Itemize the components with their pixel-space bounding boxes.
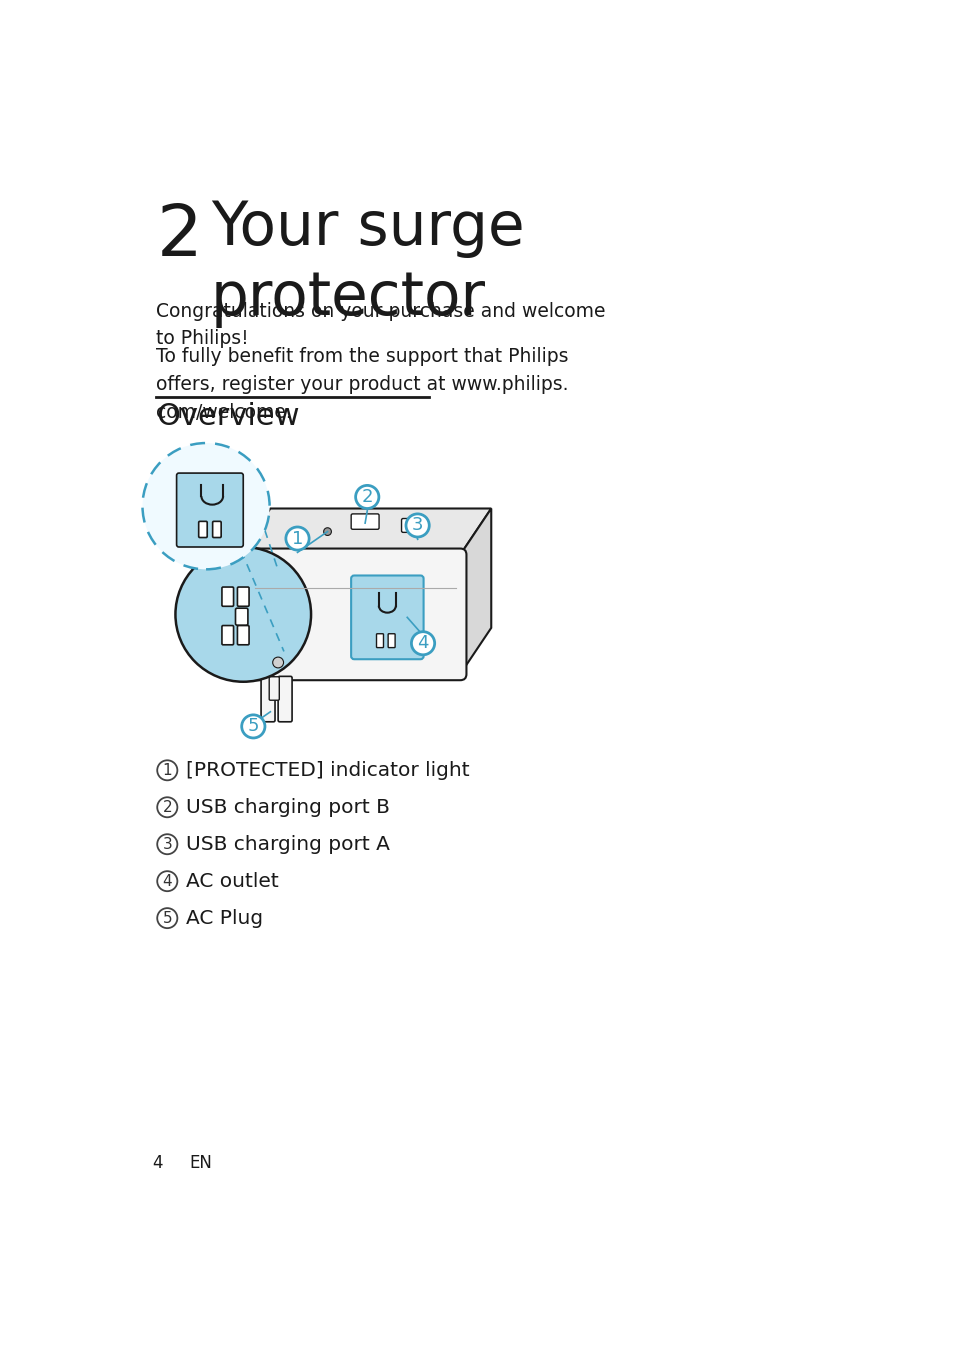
Text: Your surge
protector: Your surge protector: [211, 198, 524, 328]
Circle shape: [142, 443, 270, 570]
Text: 1: 1: [292, 529, 303, 548]
Text: 3: 3: [162, 837, 172, 852]
FancyBboxPatch shape: [176, 472, 243, 547]
FancyBboxPatch shape: [388, 633, 395, 648]
Text: Overview: Overview: [156, 402, 300, 431]
Polygon shape: [239, 509, 491, 555]
Text: EN: EN: [189, 1154, 212, 1172]
FancyBboxPatch shape: [261, 676, 274, 722]
Text: Congratulations on your purchase and welcome
to Philips!: Congratulations on your purchase and wel…: [156, 302, 605, 348]
Text: 4: 4: [416, 634, 428, 652]
FancyBboxPatch shape: [278, 676, 292, 722]
Text: 1: 1: [162, 763, 172, 778]
Circle shape: [286, 526, 309, 549]
FancyBboxPatch shape: [351, 514, 378, 529]
Text: 2: 2: [162, 799, 172, 815]
Text: USB charging port A: USB charging port A: [186, 834, 390, 853]
Circle shape: [241, 716, 265, 738]
Text: To fully benefit from the support that Philips
offers, register your product at : To fully benefit from the support that P…: [156, 347, 568, 421]
Text: USB charging port B: USB charging port B: [186, 798, 390, 817]
FancyBboxPatch shape: [222, 587, 233, 606]
FancyBboxPatch shape: [213, 521, 221, 537]
Circle shape: [273, 657, 283, 668]
Text: 3: 3: [412, 517, 423, 535]
Circle shape: [157, 871, 177, 891]
Text: 5: 5: [162, 911, 172, 926]
FancyBboxPatch shape: [237, 625, 249, 645]
Text: 4: 4: [152, 1154, 162, 1172]
FancyBboxPatch shape: [233, 548, 466, 680]
Text: 2: 2: [156, 202, 202, 271]
Circle shape: [411, 632, 435, 655]
FancyBboxPatch shape: [198, 521, 207, 537]
FancyBboxPatch shape: [235, 609, 248, 625]
FancyBboxPatch shape: [351, 575, 423, 659]
Circle shape: [157, 798, 177, 817]
Circle shape: [157, 834, 177, 855]
Text: [PROTECTED] indicator light: [PROTECTED] indicator light: [186, 761, 469, 780]
FancyBboxPatch shape: [237, 587, 249, 606]
Circle shape: [175, 547, 311, 682]
Circle shape: [157, 909, 177, 929]
FancyBboxPatch shape: [376, 633, 383, 648]
Text: 5: 5: [248, 717, 259, 736]
Text: AC Plug: AC Plug: [186, 909, 263, 927]
Circle shape: [157, 760, 177, 780]
Text: AC outlet: AC outlet: [186, 872, 278, 891]
Circle shape: [355, 486, 378, 509]
FancyBboxPatch shape: [401, 518, 426, 532]
FancyBboxPatch shape: [222, 625, 233, 645]
FancyBboxPatch shape: [269, 676, 279, 701]
Text: 2: 2: [361, 487, 373, 506]
Circle shape: [323, 528, 331, 536]
Text: 4: 4: [162, 873, 172, 888]
Polygon shape: [459, 509, 491, 674]
Circle shape: [406, 514, 429, 537]
